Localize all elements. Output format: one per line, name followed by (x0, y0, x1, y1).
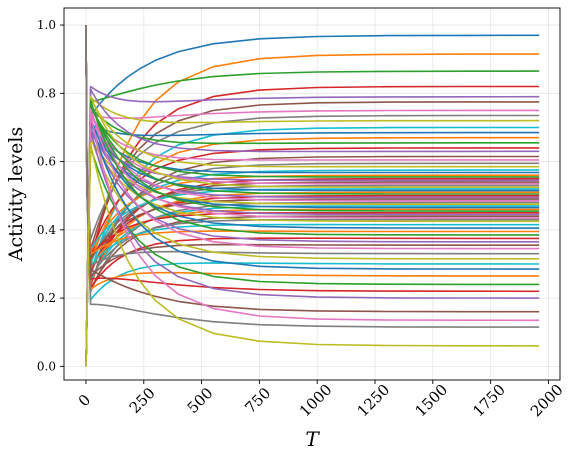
x-tick-label: 2000 (527, 381, 567, 421)
y-tick-label: 0.4 (37, 223, 56, 237)
series-line (85, 142, 540, 367)
x-tick-label: 1000 (296, 381, 336, 421)
y-tick-label: 0.8 (37, 86, 56, 100)
x-axis-title: T (305, 427, 320, 451)
x-axis-ticks: 0 250 500 750 1000 1250 1500 1750 2000 (75, 380, 567, 420)
x-tick-label: 250 (126, 384, 159, 417)
y-tick-label: 0.0 (37, 359, 56, 373)
y-axis-title: Activity levels (5, 127, 27, 262)
x-tick-label: 0 (75, 391, 94, 410)
x-tick-label: 1250 (354, 381, 394, 421)
plot-frame (63, 7, 561, 381)
x-tick-label: 750 (241, 384, 274, 417)
series-line (85, 25, 540, 328)
x-tick-label: 500 (184, 384, 217, 417)
series-line (85, 25, 540, 313)
x-tick-label: 1750 (469, 381, 509, 421)
y-axis-ticks: 0.0 0.2 0.4 0.6 0.8 1.0 (37, 18, 64, 373)
y-tick-label: 0.6 (37, 155, 56, 169)
series-lines (85, 25, 540, 367)
y-tick-label: 0.2 (37, 291, 56, 305)
y-tick-label: 1.0 (37, 18, 56, 32)
x-tick-label: 1500 (411, 381, 451, 421)
